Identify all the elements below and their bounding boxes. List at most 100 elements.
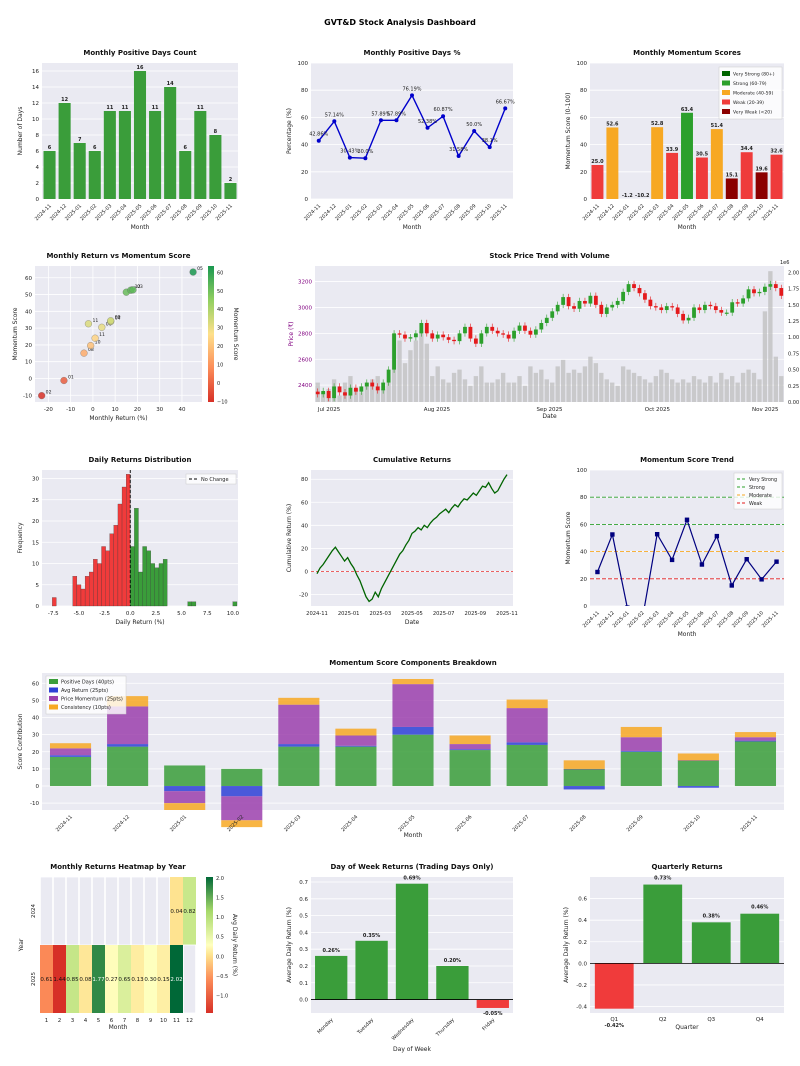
- y-tick-label: 5: [36, 583, 40, 589]
- heatmap-cell: [131, 945, 144, 1013]
- candle-body: [637, 288, 642, 294]
- y-axis-label: Year: [18, 938, 25, 952]
- volume-bar: [495, 379, 500, 402]
- stacked-bar-segment: [677, 760, 719, 761]
- y-axis-label: Percentage (%): [286, 108, 293, 154]
- data-label: 2: [229, 177, 233, 183]
- candle-body: [533, 329, 538, 335]
- volume-bar: [773, 356, 779, 402]
- y-tick-label: 0.3: [299, 947, 308, 953]
- stacked-bar-segment: [392, 726, 434, 735]
- stacked-bar-segment: [620, 750, 662, 752]
- x-tick-label: 12: [186, 1018, 193, 1024]
- candle-body: [523, 325, 527, 331]
- data-label: 11: [152, 105, 159, 111]
- x-tick-label: Q3: [707, 1017, 715, 1023]
- volume-bar: [451, 372, 457, 402]
- volume-bar: [691, 376, 697, 402]
- x-tick-label: 2025-11: [496, 611, 518, 617]
- stacked-bar-segment: [107, 744, 149, 747]
- histogram-bar: [52, 597, 57, 607]
- candle-body: [719, 310, 724, 313]
- data-point: [332, 119, 337, 124]
- histogram-bar: [113, 525, 119, 607]
- data-label: 30.5: [696, 152, 709, 158]
- y-tick-label: 0.5: [299, 914, 308, 920]
- y-tick-label: -0.4: [576, 1005, 587, 1011]
- quarterly-title: Quarterly Returns: [651, 863, 722, 871]
- data-label: 0.20%: [444, 958, 461, 964]
- heatmap-empty-cell: [40, 876, 54, 946]
- y2-tick-label: 1.25: [788, 319, 799, 325]
- x-axis-label: Monthly Return (%): [89, 415, 147, 422]
- scatter-title: Monthly Return vs Momentum Score: [46, 252, 190, 260]
- stacked-bar-segment: [677, 786, 719, 788]
- data-label: 11: [106, 105, 113, 111]
- y-axis-label: Momentum Score: [12, 307, 19, 360]
- heatmap-cell: [105, 945, 118, 1013]
- legend-label: Consistency (10pts): [61, 705, 111, 711]
- stacked-bar-segment: [221, 796, 263, 821]
- data-label: 57.89%: [387, 111, 406, 117]
- heatmap-cell: [118, 945, 131, 1013]
- y-tick-label: 0.6: [299, 897, 308, 903]
- bar: [681, 112, 693, 199]
- candle-body: [713, 306, 718, 311]
- heatmap-cell: [170, 945, 183, 1013]
- histogram-bar: [80, 588, 86, 607]
- heatmap-cell-label: 0.13: [131, 977, 144, 983]
- bar: [643, 884, 683, 964]
- candle-body: [544, 317, 549, 323]
- data-point: [80, 349, 88, 357]
- heatmap-cell: [170, 877, 183, 945]
- bar: [164, 87, 177, 199]
- volume-bar: [686, 382, 691, 402]
- volume-bar: [473, 376, 479, 402]
- stacked-bar-segment: [506, 699, 548, 709]
- candle-body: [746, 289, 751, 299]
- candle-body: [599, 304, 604, 314]
- data-label: 6: [48, 145, 52, 151]
- volume-bar: [735, 382, 740, 402]
- y-tick-label: 60: [25, 276, 32, 282]
- volume-bar: [588, 356, 593, 402]
- x-axis-label: Month: [131, 224, 150, 231]
- legend-label: Very Weak (<20): [733, 110, 772, 116]
- heatmap-cell: [40, 945, 53, 1013]
- y-tick-label: 8: [36, 133, 40, 139]
- colorbar-tick-label: 0: [217, 381, 220, 387]
- stacked-bar-segment: [221, 768, 263, 787]
- stacked-bar-segment: [506, 708, 548, 743]
- volume-bar: [457, 369, 462, 402]
- y-tick-label: 80: [580, 88, 587, 94]
- y-axis-label: Average Daily Return (%): [563, 907, 570, 983]
- y-axis-label: Frequency: [17, 522, 24, 553]
- data-point: [610, 532, 615, 537]
- colorbar-tick-label: 2.0: [216, 876, 224, 882]
- heatmap-title: Monthly Returns Heatmap by Year: [50, 863, 186, 871]
- data-point: [107, 317, 115, 325]
- histogram-bar: [142, 546, 147, 607]
- data-point: [441, 114, 446, 119]
- legend-box: [45, 675, 127, 715]
- data-label: 0.35%: [363, 933, 380, 939]
- bar: [118, 111, 131, 199]
- colorbar-label: Momentum Score: [232, 308, 239, 361]
- y-tick-label: 0.6: [578, 897, 587, 903]
- y-tick-label: 40: [32, 716, 39, 722]
- x-axis-label: Date: [405, 619, 420, 626]
- x-axis-label: Month: [109, 1024, 128, 1031]
- y-tick-label: 20: [580, 170, 587, 176]
- candle-body: [697, 307, 702, 311]
- legend-label: Strong (60-79): [733, 81, 767, 87]
- series-line: [316, 474, 508, 603]
- dashboard-title: GVT&D Stock Analysis Dashboard: [324, 18, 476, 27]
- candle-body: [457, 333, 462, 342]
- candle-body: [381, 382, 386, 391]
- colorbar-tick-label: 50: [217, 289, 223, 295]
- histogram-bar: [232, 601, 238, 607]
- pos-pct-title: Monthly Positive Days %: [364, 49, 461, 57]
- volume-bar: [626, 369, 631, 402]
- point-label: 11: [92, 318, 98, 324]
- volume-bar: [364, 382, 369, 402]
